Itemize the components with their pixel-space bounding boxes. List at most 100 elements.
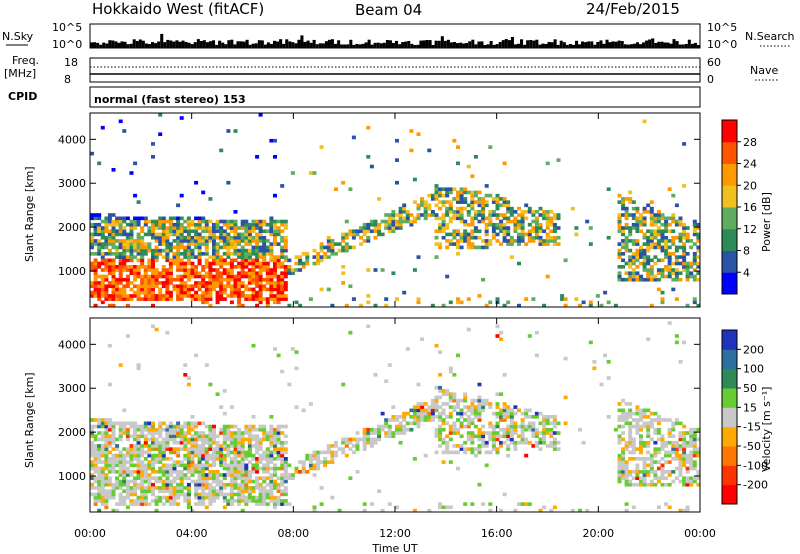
velocity-cell — [463, 440, 468, 445]
power-cell — [197, 274, 202, 279]
velocity-cell — [136, 440, 141, 445]
velocity-cell — [215, 392, 220, 397]
power-cell — [674, 222, 679, 227]
power-cell — [183, 287, 188, 292]
power-cell — [671, 239, 676, 243]
power-cell — [179, 281, 184, 285]
velocity-cell — [258, 444, 263, 448]
velocity-cell — [258, 486, 263, 490]
velocity-cell — [255, 440, 260, 445]
power-cell — [456, 245, 460, 250]
power-cell — [635, 265, 640, 269]
velocity-cell — [678, 473, 683, 477]
velocity-cell — [212, 470, 216, 474]
power-cell — [186, 248, 191, 253]
power-cell — [646, 203, 651, 208]
power-cell — [247, 226, 252, 230]
velocity-cell — [466, 418, 471, 422]
velocity-cell — [502, 405, 507, 409]
velocity-cell — [685, 460, 690, 464]
velocity-cell — [438, 373, 443, 377]
velocity-cell — [276, 424, 281, 429]
velocity-cell — [671, 434, 676, 439]
velocity-cell — [122, 421, 127, 426]
velocity-cell — [545, 418, 550, 422]
velocity-cell — [656, 450, 661, 455]
velocity-cell — [488, 402, 493, 406]
power-cell — [423, 213, 428, 217]
power-cell — [255, 252, 260, 256]
power-cell — [251, 229, 256, 234]
velocity-cell — [549, 431, 554, 435]
noise-bar — [99, 44, 103, 48]
power-cell — [172, 222, 177, 227]
power-cell — [646, 258, 651, 263]
power-cell — [168, 242, 173, 246]
velocity-cell — [276, 499, 281, 503]
velocity-cell — [201, 482, 206, 487]
power-cell — [678, 239, 683, 243]
power-cell — [395, 226, 399, 230]
velocity-cell — [151, 492, 155, 497]
power-cell — [229, 242, 234, 246]
velocity-cell — [265, 489, 270, 494]
power-cell — [696, 245, 701, 250]
velocity-cell — [527, 408, 532, 413]
velocity-cell — [423, 453, 428, 458]
noise-bar — [684, 44, 688, 48]
power-cell — [635, 255, 640, 259]
noise-bar — [465, 43, 469, 48]
power-cell — [147, 219, 152, 224]
velocity-cell — [685, 470, 690, 474]
power-cell — [276, 242, 281, 246]
power-cell — [448, 200, 453, 204]
velocity-cell — [222, 434, 227, 439]
velocity-cell — [229, 444, 234, 448]
velocity-cell — [143, 476, 148, 481]
power-cell — [258, 222, 263, 227]
velocity-cell — [667, 431, 672, 435]
velocity-cell — [696, 453, 701, 458]
power-cell — [154, 235, 159, 240]
velocity-cell — [194, 453, 199, 458]
power-cell — [689, 265, 694, 269]
velocity-cell — [151, 427, 155, 432]
velocity-cell — [639, 418, 643, 422]
power-cell — [513, 210, 518, 214]
velocity-cell — [251, 424, 256, 429]
noise-bar — [111, 40, 115, 48]
velocity-cell — [97, 424, 102, 429]
power-cell — [219, 297, 224, 301]
velocity-cell — [118, 473, 123, 477]
velocity-cell — [247, 476, 252, 481]
power-cell — [276, 229, 281, 234]
power-cell — [470, 206, 475, 211]
power-cell — [129, 235, 134, 240]
power-cell — [212, 258, 216, 263]
velocity-cell — [208, 473, 213, 477]
power-cell — [682, 222, 687, 227]
velocity-cell — [427, 405, 432, 409]
power-cell — [473, 210, 478, 214]
velocity-cell — [689, 434, 694, 439]
velocity-cell — [649, 466, 654, 471]
power-cell — [204, 252, 209, 256]
power-cell — [147, 290, 152, 295]
power-cell — [384, 222, 389, 227]
power-cell — [656, 258, 661, 263]
power-cell — [247, 252, 252, 256]
velocity-cell — [326, 447, 331, 451]
noise-bar — [282, 43, 286, 48]
power-cell — [183, 245, 188, 250]
velocity-cell — [434, 398, 439, 403]
power-cell — [107, 297, 112, 301]
power-cell — [147, 268, 152, 272]
power-cell — [176, 232, 181, 237]
velocity-cell — [262, 489, 267, 494]
power-cell — [631, 222, 636, 227]
velocity-cell — [308, 466, 313, 471]
velocity-cell — [280, 476, 285, 481]
velocity-cell — [430, 415, 435, 419]
power-cell — [552, 226, 557, 230]
